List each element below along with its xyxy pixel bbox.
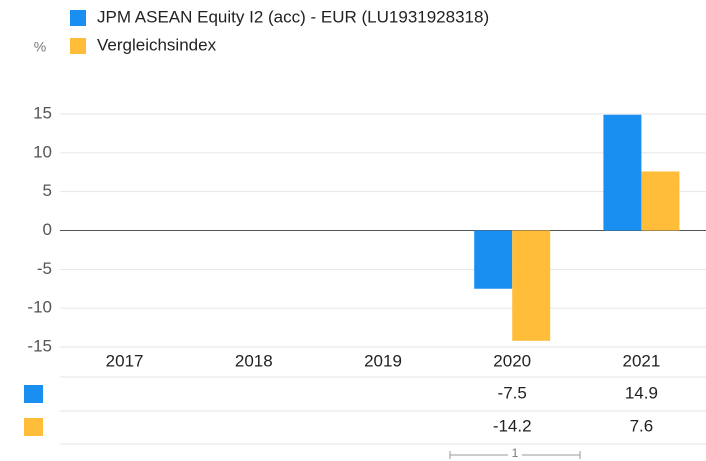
bar: [512, 230, 551, 341]
y-tick-label: -10: [27, 298, 52, 317]
legend-label: JPM ASEAN Equity I2 (acc) - EUR (LU19319…: [97, 7, 489, 26]
y-tick-label: -5: [37, 259, 52, 278]
x-tick-label: 2021: [622, 351, 660, 370]
y-tick-label: 5: [43, 181, 52, 200]
bar: [474, 230, 513, 289]
y-axis-label: %: [34, 39, 46, 55]
bar: [603, 114, 642, 231]
y-tick-label: 15: [33, 103, 52, 122]
table-swatch: [24, 385, 43, 403]
legend-label: Vergleichsindex: [97, 35, 217, 54]
legend-swatch: [70, 10, 86, 26]
table-value: 14.9: [625, 383, 658, 402]
x-tick-label: 2019: [364, 351, 402, 370]
table-value: -7.5: [498, 383, 527, 402]
slider-label-bg: [508, 447, 522, 461]
slider-label: 1: [512, 446, 519, 460]
y-tick-label: 10: [33, 142, 52, 161]
table-value: 7.6: [630, 416, 654, 435]
legend-swatch: [70, 38, 86, 54]
y-tick-label: -15: [27, 336, 52, 355]
x-tick-label: 2017: [106, 351, 144, 370]
table-value: -14.2: [493, 416, 532, 435]
bar: [641, 171, 680, 231]
y-tick-label: 0: [43, 220, 52, 239]
table-swatch: [24, 418, 43, 436]
x-tick-label: 2018: [235, 351, 273, 370]
x-tick-label: 2020: [493, 351, 531, 370]
